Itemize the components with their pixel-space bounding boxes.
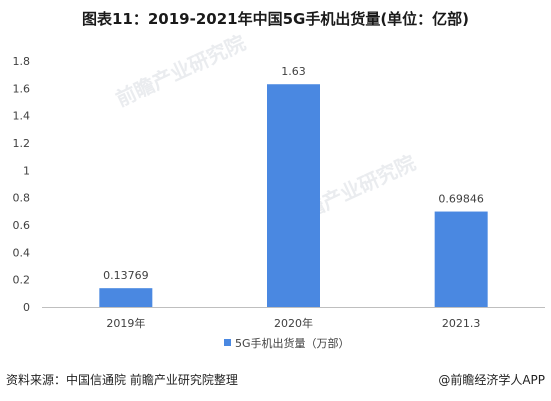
y-tick-label: 0.4 <box>13 246 31 259</box>
y-tick-label: 0.8 <box>13 192 31 205</box>
chart-title: 图表11：2019-2021年中国5G手机出货量(单位：亿部) <box>81 10 470 28</box>
x-tick-label: 2020年 <box>274 316 313 330</box>
y-tick-label: 1.2 <box>13 137 31 150</box>
legend-label: 5G手机出货量（万部） <box>235 336 350 350</box>
data-label: 1.63 <box>281 65 306 78</box>
bar <box>267 84 320 307</box>
bar <box>99 288 153 307</box>
y-tick-label: 1.4 <box>13 110 31 123</box>
credit-note: @前瞻经济学人APP <box>438 373 545 387</box>
y-tick-label: 0.2 <box>13 274 31 287</box>
y-tick-label: 1 <box>23 164 30 177</box>
data-label: 0.69846 <box>438 193 484 206</box>
y-tick-label: 0 <box>23 301 30 314</box>
data-label: 0.13769 <box>103 269 149 282</box>
y-tick-label: 1.6 <box>13 82 31 95</box>
y-tick-label: 1.8 <box>13 55 31 68</box>
x-tick-label: 2019年 <box>106 316 145 330</box>
legend-swatch <box>224 339 231 346</box>
bar <box>434 211 488 307</box>
y-tick-label: 0.6 <box>13 219 31 232</box>
x-tick-label: 2021.3 <box>442 317 481 330</box>
source-note: 资料来源：中国信通院 前瞻产业研究院整理 <box>6 373 238 387</box>
